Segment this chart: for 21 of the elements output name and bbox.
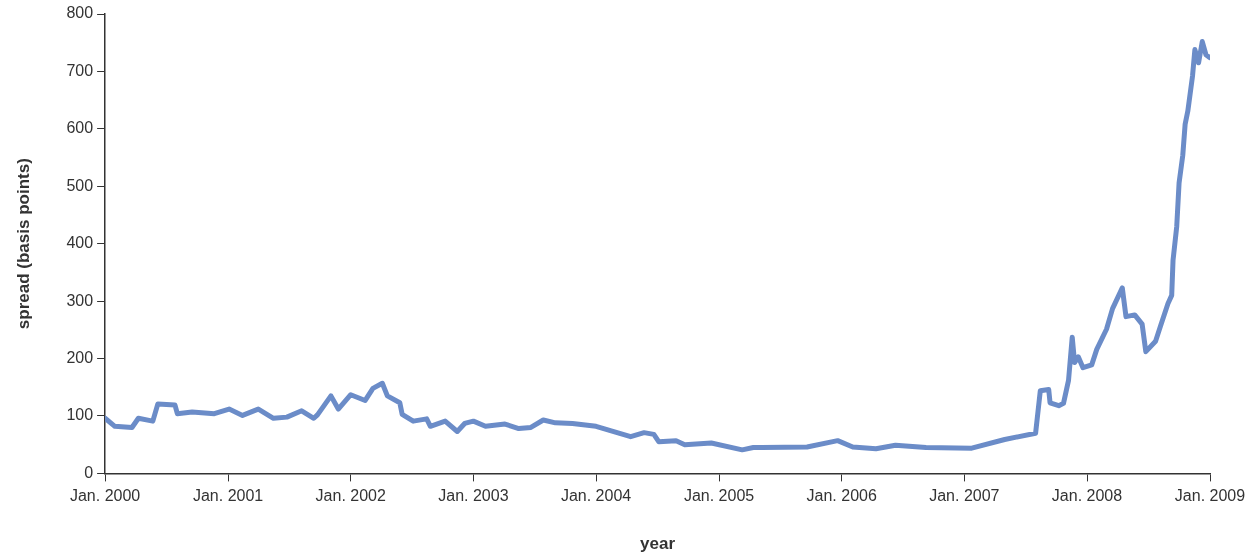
y-tick-label: 500 — [66, 176, 94, 194]
y-tick-label: 800 — [66, 4, 94, 22]
x-axis-title: year — [640, 534, 676, 554]
y-tick-label: 600 — [66, 119, 94, 137]
x-tick-label: Jan. 2009 — [1174, 487, 1246, 505]
x-tick-label: Jan. 2003 — [438, 487, 509, 505]
x-tick-label: Jan. 2004 — [560, 487, 632, 505]
x-tick-label: Jan. 2000 — [69, 487, 141, 505]
x-tick-label: Jan. 2002 — [315, 487, 386, 505]
y-tick-label: 0 — [84, 463, 94, 481]
x-tick-label: Jan. 2008 — [1051, 487, 1123, 505]
x-tick-label: Jan. 2006 — [806, 487, 877, 505]
y-tick-label: 700 — [66, 61, 94, 79]
y-tick-label: 400 — [66, 234, 94, 252]
y-tick-label: 100 — [66, 406, 94, 424]
y-tick-label: 300 — [66, 291, 94, 309]
x-tick-label: Jan. 2005 — [683, 487, 755, 505]
x-tick-label: Jan. 2001 — [192, 487, 264, 505]
y-tick-label: 200 — [66, 348, 94, 366]
y-axis-title: spread (basis points) — [13, 158, 33, 330]
x-tick-label: Jan. 2007 — [929, 487, 1000, 505]
